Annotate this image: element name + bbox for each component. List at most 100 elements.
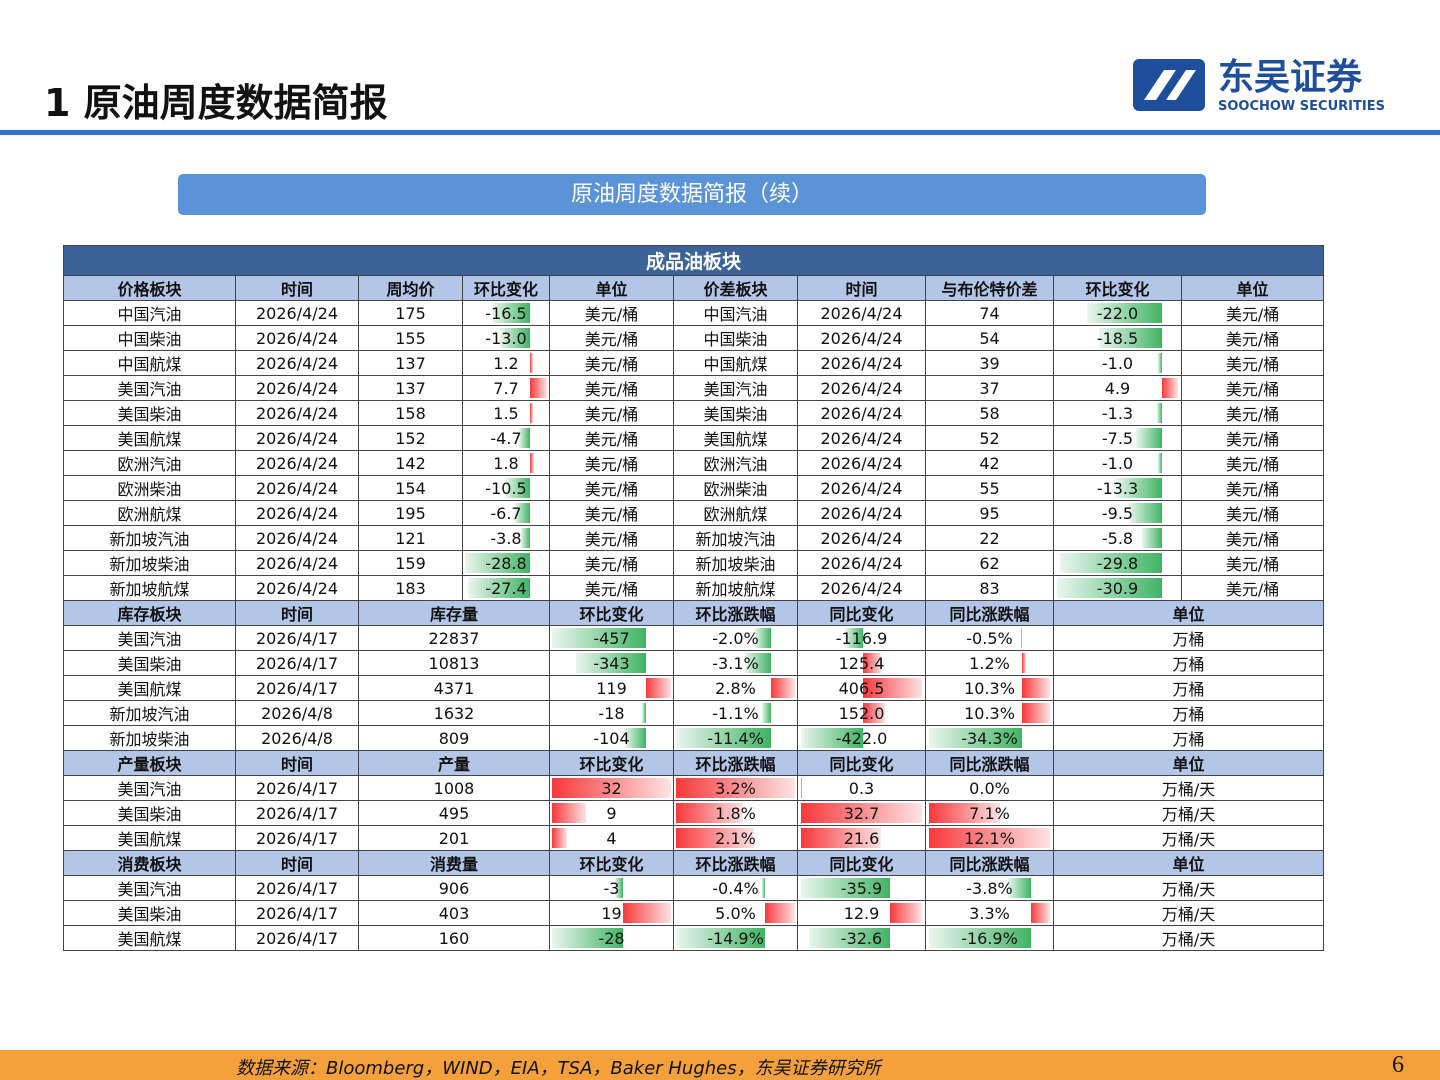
data-row: 美国汽油 2026/4/17 906 -3 -0.4% -35.9 -3.8% 万桶/天 bbox=[63, 875, 1325, 901]
cell-text: 2026/4/17 bbox=[255, 828, 339, 848]
cell: 2026/4/24 bbox=[235, 400, 359, 426]
cell-text: 美国柴油 bbox=[117, 905, 182, 924]
cell: 欧洲柴油 bbox=[673, 475, 798, 501]
cell: -343 bbox=[549, 650, 674, 676]
cell: 新加坡航煤 bbox=[63, 575, 236, 601]
cell-text: 2026/4/8 bbox=[261, 703, 333, 723]
cell-text: -7.5 bbox=[1101, 428, 1134, 448]
data-row: 欧洲航煤 2026/4/24 195 -6.7 美元/桶 欧洲航煤 2026/4/24 95 -… bbox=[63, 500, 1325, 526]
cell-text: 美元/桶 bbox=[584, 330, 639, 349]
cell-text: 12.1% bbox=[964, 828, 1015, 848]
cell-text: 2026/4/24 bbox=[255, 353, 339, 373]
cell-text: 2026/4/24 bbox=[255, 478, 339, 498]
cell: 4 bbox=[549, 825, 674, 851]
cell: 万桶/天 bbox=[1052, 900, 1325, 926]
cell-text: -1.0 bbox=[1101, 453, 1134, 473]
cell-text: 欧洲航煤 bbox=[117, 505, 182, 524]
cell: 83 bbox=[925, 575, 1054, 601]
cell-text: 137 bbox=[395, 378, 426, 398]
header-cell: 库存板块 bbox=[63, 600, 236, 626]
cell-text: 欧洲汽油 bbox=[703, 455, 768, 474]
cell-text: 美元/桶 bbox=[1225, 405, 1280, 424]
cell: 39 bbox=[925, 350, 1054, 376]
cell: -1.3 bbox=[1053, 400, 1182, 426]
cell: -5.8 bbox=[1053, 525, 1182, 551]
data-bar bbox=[928, 803, 1001, 823]
cell: 美元/桶 bbox=[1180, 525, 1325, 551]
cell-text: 新加坡柴油 bbox=[109, 555, 190, 574]
cell-text: 32.7 bbox=[843, 803, 880, 823]
cell: 5.0% bbox=[673, 900, 798, 926]
cell-text: 中国航煤 bbox=[703, 355, 768, 374]
cell: 125.4 bbox=[797, 650, 926, 676]
cell-text: 美国航煤 bbox=[117, 830, 182, 849]
cell: 2026/4/24 bbox=[797, 425, 926, 451]
cell: 10.3% bbox=[925, 675, 1054, 701]
cell-text: 美国汽油 bbox=[117, 380, 182, 399]
cell-text: 美元/桶 bbox=[1225, 555, 1280, 574]
header-cell: 时间 bbox=[797, 275, 926, 301]
cell-text: -16.5 bbox=[485, 303, 527, 323]
cell-text: 2026/4/24 bbox=[255, 553, 339, 573]
divider bbox=[0, 130, 1440, 135]
cell-text: 万桶/天 bbox=[1161, 880, 1216, 899]
data-bar bbox=[754, 628, 772, 648]
data-bar bbox=[1030, 903, 1051, 923]
cell: 美国柴油 bbox=[63, 400, 236, 426]
cell-text: -13.0 bbox=[485, 328, 527, 348]
cell: 2026/4/8 bbox=[235, 700, 359, 726]
cell-text: -343 bbox=[593, 653, 630, 673]
data-bar bbox=[745, 653, 772, 673]
data-bar bbox=[676, 803, 743, 823]
cell: 2026/4/24 bbox=[235, 450, 359, 476]
cell-text: -104 bbox=[593, 728, 630, 748]
cell-text: 3.3% bbox=[969, 903, 1010, 923]
cell-text: 809 bbox=[438, 728, 470, 748]
data-bar bbox=[676, 778, 795, 798]
cell: 121 bbox=[358, 525, 463, 551]
cell-text: 美元/桶 bbox=[584, 455, 639, 474]
cell-text: 美元/桶 bbox=[584, 305, 639, 324]
cell-text: -13.3 bbox=[1096, 478, 1139, 498]
cell-text: 2026/4/8 bbox=[261, 728, 333, 748]
cell: 万桶/天 bbox=[1052, 875, 1325, 901]
cell: 美国汽油 bbox=[63, 875, 236, 901]
cell: 152.0 bbox=[797, 700, 926, 726]
cell-text: 4371 bbox=[433, 678, 475, 698]
cell-text: 欧洲柴油 bbox=[703, 480, 768, 499]
cell: -16.9% bbox=[925, 925, 1054, 951]
cell-text: -2.0% bbox=[712, 628, 759, 648]
cell: 52 bbox=[925, 425, 1054, 451]
cell: 美元/桶 bbox=[549, 325, 674, 351]
data-bar bbox=[1142, 528, 1162, 548]
cell-text: 美元/桶 bbox=[1225, 480, 1280, 499]
data-bar bbox=[529, 378, 548, 398]
cell-text: 2026/4/24 bbox=[820, 503, 903, 523]
cell: 2026/4/24 bbox=[797, 575, 926, 601]
cell: 159 bbox=[358, 550, 463, 576]
cell: 万桶/天 bbox=[1052, 825, 1325, 851]
cell: 2026/4/24 bbox=[797, 400, 926, 426]
cell: 万桶 bbox=[1052, 675, 1325, 701]
cell-text: 42 bbox=[979, 453, 1000, 473]
cell: -34.3% bbox=[925, 725, 1054, 751]
cell: 2026/4/24 bbox=[235, 300, 359, 326]
cell-text: 新加坡柴油 bbox=[695, 555, 776, 574]
data-bar bbox=[529, 453, 534, 473]
cell: 万桶 bbox=[1052, 650, 1325, 676]
cell-text: 1.2% bbox=[969, 653, 1010, 673]
cell: 12.9 bbox=[797, 900, 926, 926]
cell-text: -14.9% bbox=[707, 928, 764, 948]
data-row: 美国柴油 2026/4/17 495 9 1.8% 32.7 7.1% 万桶/天 bbox=[63, 800, 1325, 826]
data-bar bbox=[764, 903, 795, 923]
cell: 906 bbox=[358, 875, 550, 901]
cell: -29.8 bbox=[1053, 550, 1182, 576]
cell: 58 bbox=[925, 400, 1054, 426]
cell: 37 bbox=[925, 375, 1054, 401]
data-row: 中国汽油 2026/4/24 175 -16.5 美元/桶 中国汽油 2026/4/24 74… bbox=[63, 300, 1325, 326]
data-bar bbox=[1022, 678, 1051, 698]
cell-text: 2026/4/24 bbox=[255, 578, 339, 598]
data-bar bbox=[552, 828, 568, 848]
cell-text: -11.4% bbox=[707, 728, 764, 748]
cell: 美国柴油 bbox=[63, 800, 236, 826]
